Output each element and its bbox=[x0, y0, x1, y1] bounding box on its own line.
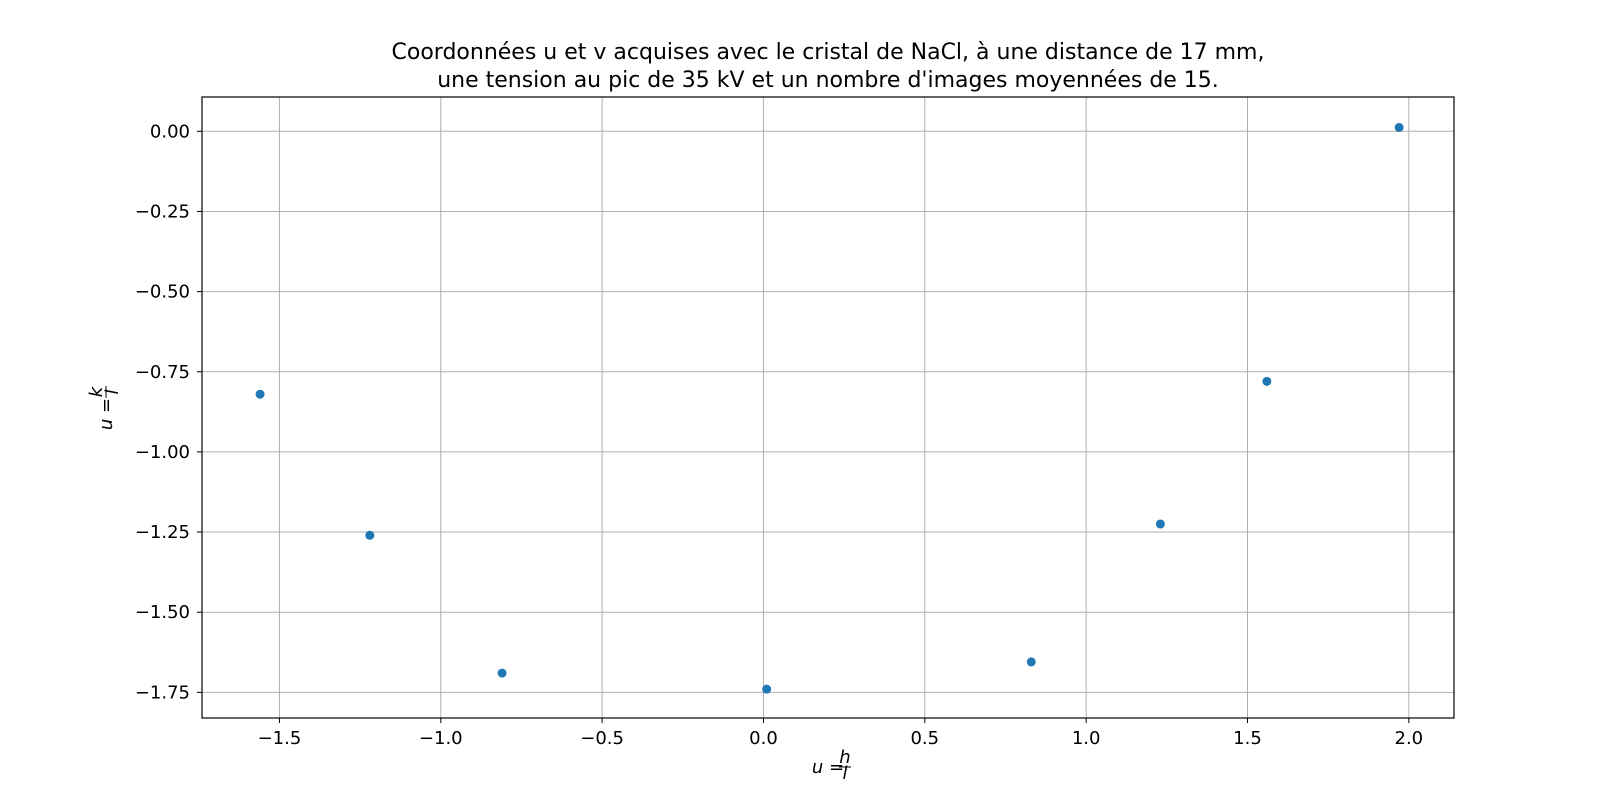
data-point bbox=[1155, 519, 1165, 529]
y-axis-label: u = bbox=[96, 398, 117, 430]
data-point bbox=[497, 668, 507, 678]
y-tick-label: −1.25 bbox=[135, 522, 190, 543]
y-tick-label: −1.75 bbox=[135, 682, 190, 703]
y-axis-label-group: u = k l bbox=[86, 385, 123, 430]
y-axis-label-variable: u bbox=[96, 419, 117, 430]
x-axis-label-numerator: h bbox=[839, 747, 850, 768]
x-tick-label: −1.0 bbox=[419, 728, 463, 749]
x-tick-label: 0.5 bbox=[910, 728, 939, 749]
data-point bbox=[1394, 122, 1404, 132]
data-point bbox=[255, 389, 265, 399]
x-tick-label: 1.5 bbox=[1233, 728, 1262, 749]
x-tick-label: −1.5 bbox=[258, 728, 302, 749]
y-axis-ticks: 0.00 −0.25 −0.50 −0.75 −1.00 −1.25 −1.50 −1.75 bbox=[135, 121, 202, 703]
data-point bbox=[365, 530, 375, 540]
data-point bbox=[1026, 657, 1036, 667]
y-tick-label: −0.50 bbox=[135, 282, 190, 303]
y-axis-label-numerator: k bbox=[86, 385, 107, 397]
x-axis-label-variable: u bbox=[812, 757, 823, 778]
x-tick-label: −0.5 bbox=[580, 728, 624, 749]
plot-area-frame bbox=[201, 96, 1455, 719]
grid bbox=[202, 97, 1454, 718]
x-axis-ticks: −1.5 −1.0 −0.5 0.0 0.5 1.0 1.5 2.0 bbox=[258, 718, 1424, 749]
x-axis-label-denominator: l bbox=[842, 763, 847, 784]
x-axis-label: u = bbox=[812, 757, 844, 778]
data-point bbox=[1262, 376, 1272, 386]
x-axis-label-equals: = bbox=[823, 757, 844, 778]
y-tick-label: 0.00 bbox=[150, 121, 190, 142]
y-axis-label-equals: = bbox=[96, 398, 117, 419]
y-tick-label: −1.50 bbox=[135, 602, 190, 623]
y-tick-label: −1.00 bbox=[135, 442, 190, 463]
scatter-points bbox=[255, 122, 1404, 694]
chart-title-line-2: une tension au pic de 35 kV et un nombre… bbox=[437, 68, 1219, 93]
x-tick-label: 2.0 bbox=[1395, 728, 1424, 749]
data-point bbox=[762, 684, 772, 694]
x-tick-label: 0.0 bbox=[749, 728, 778, 749]
chart-title-line-1: Coordonnées u et v acquises avec le cris… bbox=[392, 40, 1265, 65]
x-tick-label: 1.0 bbox=[1072, 728, 1101, 749]
y-tick-label: −0.75 bbox=[135, 362, 190, 383]
y-axis-label-denominator: l bbox=[102, 389, 123, 394]
y-tick-label: −0.25 bbox=[135, 201, 190, 222]
